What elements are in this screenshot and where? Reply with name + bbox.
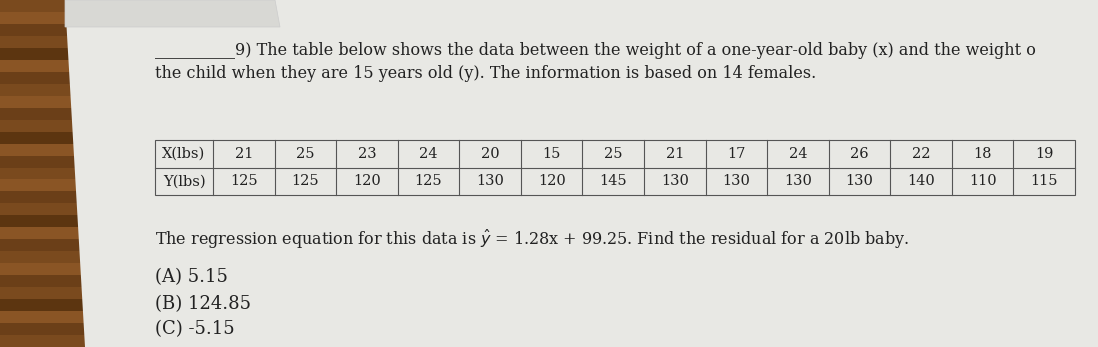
Bar [0,227,1098,239]
Text: 15: 15 [542,147,561,161]
Text: 19: 19 [1035,147,1053,161]
Bar [0,84,1098,96]
Polygon shape [65,0,1098,347]
Bar [0,263,1098,275]
Bar [0,203,1098,215]
Bar [0,275,1098,287]
Bar [0,12,1098,24]
Bar [0,120,1098,132]
Text: 125: 125 [229,174,258,188]
Text: 130: 130 [477,174,504,188]
Bar [0,96,1098,108]
Text: 130: 130 [845,174,873,188]
Text: X(lbs): X(lbs) [163,147,205,161]
Bar [0,335,1098,347]
Text: 140: 140 [907,174,934,188]
Text: 9) The table below shows the data between the weight of a one-year-old baby (x) : 9) The table below shows the data betwee… [235,42,1035,59]
Text: 24: 24 [419,147,438,161]
Bar [0,251,1098,263]
Text: 130: 130 [722,174,750,188]
Text: 25: 25 [604,147,623,161]
Bar [0,239,1098,251]
Bar [0,24,1098,36]
Text: (B) 124.85: (B) 124.85 [155,295,251,313]
Text: 22: 22 [911,147,930,161]
Text: (C) -5.15: (C) -5.15 [155,320,235,338]
Text: 125: 125 [292,174,320,188]
Bar [0,192,1098,203]
Bar [0,168,1098,179]
Bar [0,36,1098,48]
Text: 145: 145 [600,174,627,188]
Bar [0,179,1098,192]
Text: 18: 18 [974,147,991,161]
Text: 25: 25 [296,147,315,161]
Bar [155,140,1075,195]
Bar [0,48,1098,60]
Text: 21: 21 [665,147,684,161]
Text: 115: 115 [1030,174,1058,188]
Bar [0,299,1098,311]
Text: 21: 21 [235,147,253,161]
Text: the child when they are 15 years old (y). The information is based on 14 females: the child when they are 15 years old (y)… [155,65,816,82]
Text: 120: 120 [538,174,565,188]
Bar [0,155,1098,168]
Bar [0,72,1098,84]
Bar [0,287,1098,299]
Bar [0,108,1098,120]
Text: 125: 125 [415,174,442,188]
Text: 130: 130 [661,174,688,188]
Text: 110: 110 [968,174,997,188]
Text: 23: 23 [358,147,377,161]
Text: 130: 130 [784,174,811,188]
Bar [0,311,1098,323]
Polygon shape [65,0,280,27]
Bar [0,323,1098,335]
Text: 26: 26 [850,147,869,161]
Text: Y(lbs): Y(lbs) [163,174,205,188]
Text: 20: 20 [481,147,500,161]
Bar [0,132,1098,144]
Text: 17: 17 [727,147,746,161]
Text: The regression equation for this data is $\hat{y}$ = 1.28x + 99.25. Find the res: The regression equation for this data is… [155,228,909,251]
Text: 24: 24 [788,147,807,161]
Text: (A) 5.15: (A) 5.15 [155,268,228,286]
Bar [0,215,1098,227]
Bar [0,144,1098,155]
Text: 120: 120 [354,174,381,188]
Text: __________: __________ [155,42,235,59]
Bar [0,0,1098,12]
Bar [0,60,1098,72]
